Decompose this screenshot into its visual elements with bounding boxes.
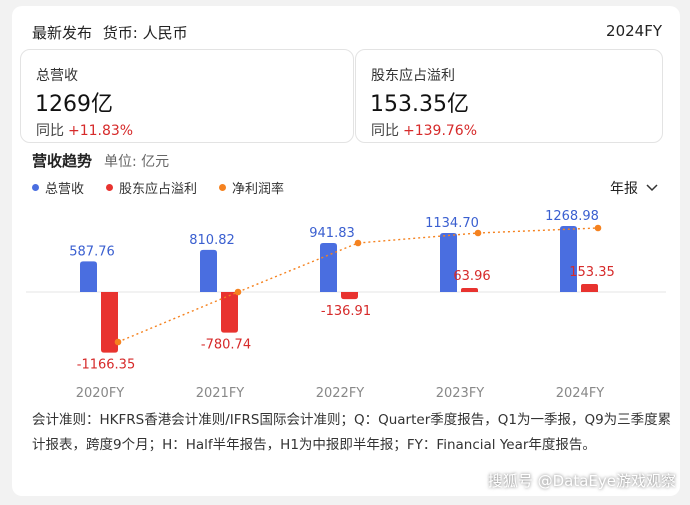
metric-value: 1269亿 bbox=[35, 92, 113, 117]
bar-profit bbox=[221, 292, 238, 333]
legend-item-revenue[interactable]: 总营收 bbox=[32, 178, 84, 197]
margin-point bbox=[114, 338, 122, 346]
data-label-revenue: 941.83 bbox=[309, 226, 355, 241]
bar-revenue bbox=[560, 226, 577, 292]
metric-card-revenue[interactable]: 总营收 1269亿 同比 +11.83% bbox=[20, 49, 354, 143]
bar-profit bbox=[581, 284, 598, 292]
bar-revenue bbox=[200, 249, 217, 292]
data-label-profit: -780.74 bbox=[201, 338, 251, 353]
yoy-change: +11.83% bbox=[68, 123, 134, 139]
period-selector[interactable]: 年报 bbox=[610, 178, 658, 198]
legend-label: 总营收 bbox=[45, 182, 85, 197]
fiscal-year-label: 2024FY bbox=[606, 22, 662, 40]
metric-card-profit[interactable]: 股东应占溢利 153.35亿 同比 +139.76% bbox=[355, 49, 663, 143]
footnote: 会计准则：HKFRS香港会计准则/IFRS国际会计准则；Q：Quarter季度报… bbox=[32, 412, 672, 453]
metric-label: 股东应占溢利 bbox=[371, 68, 455, 84]
margin-point bbox=[234, 288, 242, 296]
legend-item-profit[interactable]: 股东应占溢利 bbox=[106, 178, 197, 197]
data-label-profit: -136.91 bbox=[321, 304, 371, 319]
margin-point bbox=[594, 224, 602, 232]
metric-value: 153.35亿 bbox=[370, 92, 469, 117]
data-label-revenue: 1268.98 bbox=[545, 209, 599, 224]
x-tick-label: 2022FY bbox=[316, 386, 365, 401]
yoy-label: 同比 bbox=[371, 123, 399, 139]
data-label-profit: 153.35 bbox=[569, 265, 615, 280]
data-label-revenue: 587.76 bbox=[69, 244, 115, 259]
yoy-change: +139.76% bbox=[403, 123, 478, 139]
bar-revenue bbox=[440, 232, 457, 292]
trend-unit: 单位: 亿元 bbox=[104, 154, 170, 170]
metric-yoy: 同比 +11.83% bbox=[36, 120, 133, 140]
bar-profit bbox=[341, 292, 358, 300]
bar-revenue bbox=[320, 243, 337, 292]
financial-card: 最新发布 货币: 人民币 2024FY 总营收 1269亿 同比 +11.83% … bbox=[12, 6, 680, 496]
trend-title: 营收趋势 bbox=[32, 152, 93, 170]
data-label-profit: 63.96 bbox=[453, 269, 490, 284]
data-label-revenue: 810.82 bbox=[189, 233, 235, 248]
metric-yoy: 同比 +139.76% bbox=[371, 120, 477, 140]
bar-profit bbox=[101, 292, 118, 353]
x-tick-label: 2024FY bbox=[556, 386, 605, 401]
data-label-revenue: 1134.70 bbox=[425, 216, 479, 231]
header-left: 最新发布 货币: 人民币 bbox=[32, 22, 188, 43]
header-title: 最新发布 bbox=[32, 24, 93, 42]
margin-point bbox=[474, 229, 482, 237]
legend-dot bbox=[32, 184, 39, 191]
chart-legend: 总营收 股东应占溢利 净利润率 bbox=[32, 178, 284, 197]
yoy-label: 同比 bbox=[36, 123, 64, 139]
period-label: 年报 bbox=[610, 181, 638, 197]
legend-label: 净利润率 bbox=[232, 182, 285, 197]
x-tick-label: 2020FY bbox=[76, 386, 125, 401]
margin-line bbox=[117, 227, 599, 343]
legend-dot bbox=[219, 184, 227, 191]
revenue-trend-chart: 587.76 -1166.35 2020FY 810.82 -780.74 2021FY 9… bbox=[26, 209, 666, 401]
watermark: 搜狐号 @DataEye游戏观察 bbox=[487, 472, 676, 490]
legend-item-margin[interactable]: 净利润率 bbox=[219, 178, 284, 197]
margin-point bbox=[354, 239, 362, 247]
x-tick-label: 2023FY bbox=[436, 386, 485, 401]
data-label-profit: -1166.35 bbox=[77, 358, 135, 373]
currency-label: 货币: 人民币 bbox=[102, 24, 188, 42]
legend-label: 股东应占溢利 bbox=[119, 182, 198, 197]
bar-profit bbox=[461, 288, 478, 292]
metric-label: 总营收 bbox=[36, 68, 78, 84]
bar-revenue bbox=[80, 261, 97, 292]
legend-dot bbox=[106, 184, 114, 191]
x-tick-label: 2021FY bbox=[196, 386, 245, 401]
chevron-down-icon bbox=[646, 180, 658, 196]
